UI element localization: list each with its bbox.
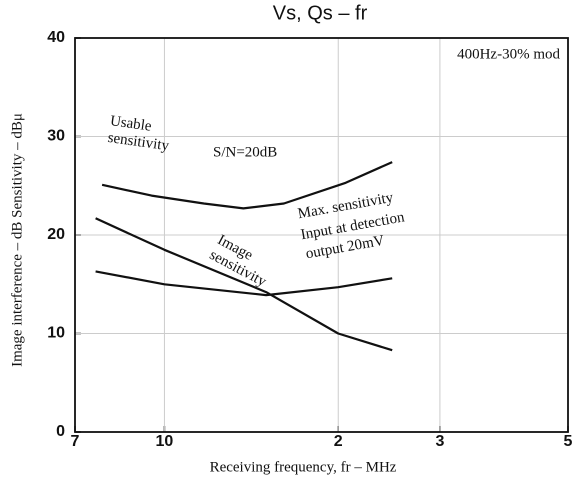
series-line bbox=[101, 161, 393, 210]
annotation: 400Hz-30% mod bbox=[457, 46, 560, 62]
y-tick-label: 40 bbox=[47, 29, 65, 46]
plot-frame bbox=[74, 37, 569, 433]
y-tick-label: 0 bbox=[56, 423, 65, 440]
x-tick-label: 7 bbox=[71, 433, 80, 450]
y-tick-label: 10 bbox=[47, 325, 65, 342]
series-line bbox=[95, 270, 393, 297]
x-tick-label: 3 bbox=[435, 433, 444, 450]
chart-title: Vs, Qs – fr bbox=[273, 2, 368, 24]
annotation: S/N=20dB bbox=[213, 144, 277, 160]
x-tick-label: 2 bbox=[334, 433, 343, 450]
y-axis-label: Image interference – dB Sensitivity – dB… bbox=[9, 113, 25, 367]
series-line bbox=[95, 217, 393, 352]
y-tick-label: 20 bbox=[47, 226, 65, 243]
y-tick-label: 30 bbox=[47, 128, 65, 145]
series-label-line: Usable bbox=[109, 114, 153, 136]
x-tick-label: 10 bbox=[156, 433, 174, 450]
x-tick-label: 5 bbox=[564, 433, 573, 450]
x-axis-label: Receiving frequency, fr – MHz bbox=[210, 459, 397, 475]
